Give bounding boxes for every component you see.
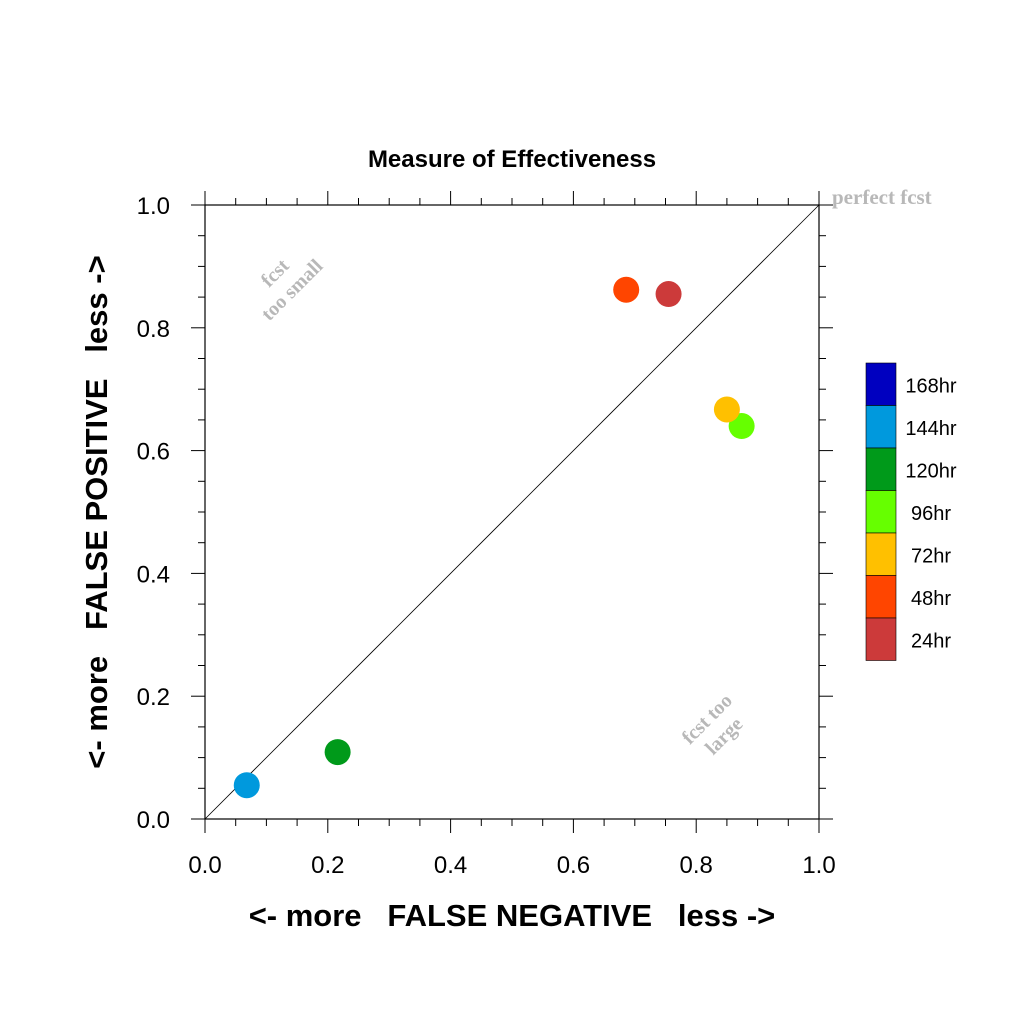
point-24hr xyxy=(655,281,682,308)
fcst-too-large-annotation: fcst too large xyxy=(678,690,748,760)
legend-label-144hr: 144hr xyxy=(905,418,956,440)
legend-swatch-48hr xyxy=(865,575,897,619)
axis-ticks xyxy=(191,191,833,833)
y-tick-label: 0.0 xyxy=(137,807,170,834)
y-axis-label: <- more FALSE POSITIVE less -> xyxy=(79,255,114,768)
legend-label-24hr: 24hr xyxy=(911,630,951,652)
point-120hr xyxy=(324,739,351,766)
x-axis-label: <- more FALSE NEGATIVE less -> xyxy=(249,898,776,933)
point-72hr xyxy=(713,396,740,423)
x-tick-label: 0.2 xyxy=(311,852,344,879)
point-144hr xyxy=(233,772,260,799)
x-tick-label: 0.6 xyxy=(557,852,590,879)
perfect-fcst-annotation: perfect fcst xyxy=(832,185,932,209)
legend-swatch-96hr xyxy=(865,490,897,534)
legend-swatch-168hr xyxy=(865,362,897,406)
legend-label-168hr: 168hr xyxy=(905,375,956,397)
x-tick-label: 1.0 xyxy=(802,852,835,879)
x-tick-label: 0.8 xyxy=(680,852,713,879)
legend: 168hr 144hr 120hr 96hr 72hr 48hr 24hr xyxy=(865,362,957,661)
legend-swatch-144hr xyxy=(865,405,897,449)
chart-title: Measure of Effectiveness xyxy=(368,146,656,173)
legend-swatch-120hr xyxy=(865,447,897,491)
legend-label-120hr: 120hr xyxy=(905,460,956,482)
legend-swatch-72hr xyxy=(865,532,897,576)
annotations: perfect fcst fcst too small fcst too lar… xyxy=(257,185,932,760)
x-tick-label: 0.4 xyxy=(434,852,467,879)
point-96hr xyxy=(728,413,755,440)
y-tick-labels: 0.0 0.2 0.4 0.6 0.8 1.0 xyxy=(137,193,170,834)
legend-swatch-24hr xyxy=(865,617,897,661)
diagonal-line xyxy=(204,204,820,820)
y-tick-label: 0.2 xyxy=(137,684,170,711)
y-tick-label: 0.4 xyxy=(137,561,170,588)
y-tick-label: 0.8 xyxy=(137,316,170,343)
legend-label-48hr: 48hr xyxy=(911,588,951,610)
x-tick-label: 0.0 xyxy=(188,852,221,879)
legend-label-96hr: 96hr xyxy=(911,503,951,525)
data-points xyxy=(233,276,755,799)
point-48hr xyxy=(613,276,640,303)
y-tick-label: 1.0 xyxy=(137,193,170,220)
y-tick-label: 0.6 xyxy=(137,439,170,466)
legend-label-72hr: 72hr xyxy=(911,545,951,567)
fcst-too-small-annotation: fcst too small xyxy=(257,255,328,326)
x-tick-labels: 0.0 0.2 0.4 0.6 0.8 1.0 xyxy=(188,852,835,879)
